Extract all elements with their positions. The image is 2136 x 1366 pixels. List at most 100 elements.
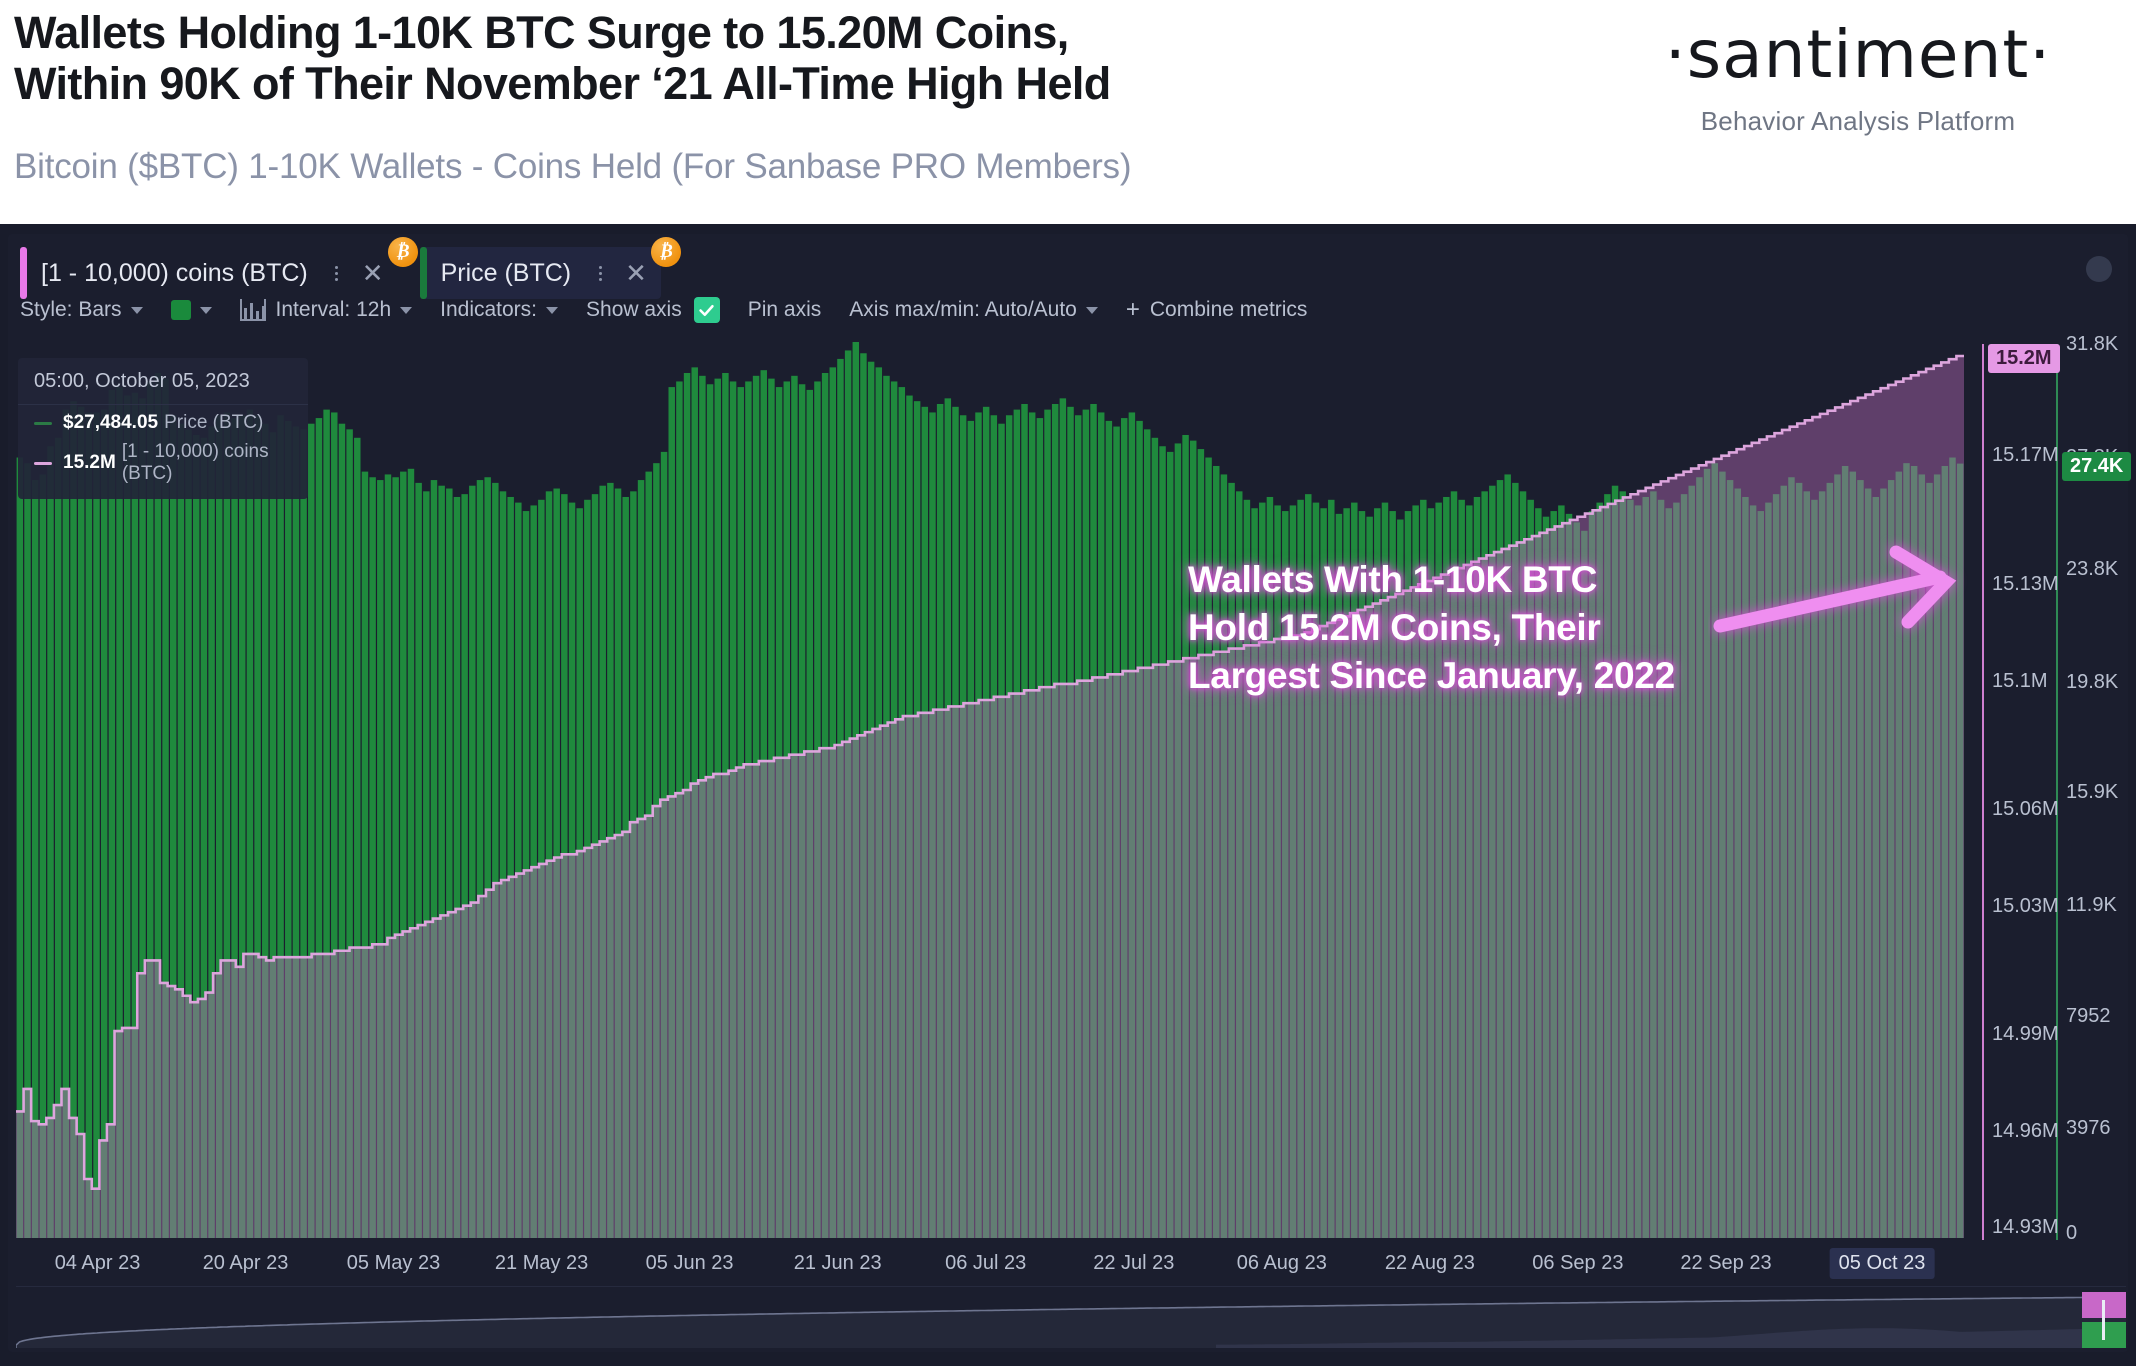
interval-dropdown[interactable]: Interval: 12h xyxy=(239,298,413,322)
pink-axis-tick: 15.13M xyxy=(1992,573,2059,595)
page-subtitle: Bitcoin ($BTC) 1-10K Wallets - Coins Hel… xyxy=(14,147,1132,186)
page-title-line2: Within 90K of Their November ‘21 All-Tim… xyxy=(14,57,1111,109)
kebab-menu-icon[interactable] xyxy=(326,265,348,281)
annotation-line1: Wallets With 1-10K BTC xyxy=(1188,559,1598,600)
brand-logo: ·santiment· Behavior Analysis Platform xyxy=(1598,22,2118,137)
show-axis-label: Show axis xyxy=(586,298,682,321)
interval-label: Interval: 12h xyxy=(275,298,392,321)
chart-annotation: Wallets With 1-10K BTC Hold 15.2M Coins,… xyxy=(1188,556,1675,700)
chevron-down-icon xyxy=(130,306,143,314)
tab-label-price: Price (BTC) xyxy=(440,258,572,287)
combine-metrics-button[interactable]: + Combine metrics xyxy=(1126,296,1308,324)
series-color-dash-pink xyxy=(34,461,52,465)
pink-current-value-badge: 15.2M xyxy=(1988,344,2060,373)
green-axis-tick: 7952 xyxy=(2066,1004,2111,1027)
green-axis-line xyxy=(2056,344,2058,1240)
tab-coins-btc[interactable]: [1 - 10,000) coins (BTC) ✕ ₿ xyxy=(20,237,418,299)
series-color-dash-green xyxy=(34,421,52,425)
style-dropdown-label: Style: Bars xyxy=(20,298,122,321)
x-axis-tick: 21 Jun 23 xyxy=(793,1252,882,1274)
green-axis-tick: 31.8K xyxy=(2066,333,2119,355)
x-axis-crosshair-label: 05 Oct 23 xyxy=(1829,1248,1935,1279)
tooltip-date: 05:00, October 05, 2023 xyxy=(18,358,308,405)
x-axis-tick: 05 Jun 23 xyxy=(645,1252,734,1274)
tab-label-coins: [1 - 10,000) coins (BTC) xyxy=(41,258,308,287)
indicators-dropdown[interactable]: Indicators: xyxy=(440,298,559,322)
axis-minmax-label: Axis max/min: Auto/Auto xyxy=(849,298,1077,321)
green-axis-tick: 3976 xyxy=(2066,1117,2111,1139)
x-axis-tick: 05 May 23 xyxy=(346,1252,441,1274)
pink-axis-tick: 15.06M xyxy=(1992,798,2059,821)
bars-icon xyxy=(239,299,266,321)
close-icon[interactable]: ✕ xyxy=(625,258,647,288)
plot-svg xyxy=(16,342,1964,1238)
range-minimap[interactable] xyxy=(15,1292,2127,1348)
x-axis-tick: 04 Apr 23 xyxy=(54,1252,141,1274)
chart-inner: [1 - 10,000) coins (BTC) ✕ ₿ Price (BTC)… xyxy=(8,234,2132,1352)
right-axes: 15.17M 15.13M 15.1M 15.06M 15.03M 14.99M 14.96… xyxy=(1964,234,2136,1352)
minimap-range-handle[interactable] xyxy=(2082,1292,2126,1348)
tooltip-row-price: $27,484.05 Price (BTC) xyxy=(18,405,308,434)
pink-axis-tick: 15.03M xyxy=(1992,894,2059,917)
indicators-label: Indicators: xyxy=(440,298,538,321)
green-axis-tick: 23.8K xyxy=(2066,558,2119,581)
tooltip-row-coins: 15.2M [1 - 10,000) coins (BTC) xyxy=(18,434,308,485)
annotation-arrow-icon xyxy=(1713,545,1957,633)
chart-tooltip: 05:00, October 05, 2023 $27,484.05 Price… xyxy=(18,358,308,499)
chart-toolbar: Style: Bars Interval: 12h Indicators: xyxy=(20,290,1335,330)
page-title: Wallets Holding 1-10K BTC Surge to 15.20… xyxy=(14,7,1614,110)
page-header: Wallets Holding 1-10K BTC Surge to 15.20… xyxy=(0,0,2136,224)
annotation-line2: Hold 15.2M Coins, Their xyxy=(1188,607,1601,649)
checkbox-checked-icon[interactable] xyxy=(693,297,720,323)
chart-panel: [1 - 10,000) coins (BTC) ✕ ₿ Price (BTC)… xyxy=(0,224,2136,1366)
chart-settings-button[interactable] xyxy=(2086,256,2112,282)
chevron-down-icon xyxy=(199,306,212,314)
plus-icon: + xyxy=(1125,296,1140,323)
x-axis-tick: 22 Jul 23 xyxy=(1093,1252,1175,1274)
coins-line-layer xyxy=(16,354,1964,1190)
pink-axis-tick: 14.96M xyxy=(1992,1119,2059,1142)
x-axis-tick: 20 Apr 23 xyxy=(202,1252,289,1274)
tab-price-btc[interactable]: Price (BTC) ✕ ₿ xyxy=(419,237,681,299)
chevron-down-icon xyxy=(546,306,559,314)
pink-axis-tick: 14.93M xyxy=(1992,1216,2059,1238)
kebab-menu-icon[interactable] xyxy=(589,265,611,281)
x-axis-tick: 06 Sep 23 xyxy=(1532,1252,1624,1274)
tooltip-price-value: $27,484.05 xyxy=(63,412,159,433)
green-axis-tick: 19.8K xyxy=(2066,671,2119,694)
bitcoin-icon: ₿ xyxy=(650,237,681,267)
pink-axis-tick: 14.99M xyxy=(1992,1023,2059,1046)
pin-axis-label: Pin axis xyxy=(747,298,822,321)
tooltip-coins-value: 15.2M xyxy=(63,452,116,473)
x-axis-tick: 22 Sep 23 xyxy=(1680,1252,1772,1274)
green-current-value-badge: 27.4K xyxy=(2062,451,2132,481)
plot-area[interactable] xyxy=(16,342,1964,1238)
x-axis-tick: 22 Aug 23 xyxy=(1384,1252,1475,1274)
axis-divider xyxy=(16,1286,2126,1287)
bitcoin-icon: ₿ xyxy=(387,237,418,267)
handle-grip xyxy=(2102,1300,2105,1340)
tooltip-coins-name: [1 - 10,000) coins (BTC) xyxy=(121,441,269,484)
close-icon[interactable]: ✕ xyxy=(361,258,384,288)
brand-name: ·santiment· xyxy=(1664,16,2052,93)
minimap-svg xyxy=(15,1296,2127,1348)
green-axis-tick: 15.9K xyxy=(2066,781,2119,803)
pink-axis-line xyxy=(1982,344,1984,1240)
axis-minmax-dropdown[interactable]: Axis max/min: Auto/Auto xyxy=(849,298,1098,322)
x-axis: 04 Apr 23 20 Apr 23 05 May 23 21 May 23 05 J… xyxy=(16,1246,1964,1286)
chevron-down-icon xyxy=(1085,306,1098,314)
price-bars-layer xyxy=(16,342,1964,1238)
color-swatch-icon xyxy=(170,300,191,320)
chevron-down-icon xyxy=(400,306,413,314)
tab-accent-pink xyxy=(20,247,27,299)
tooltip-price-name: Price (BTC) xyxy=(164,412,264,433)
pink-axis-tick: 15.1M xyxy=(1992,669,2048,692)
page-title-line1: Wallets Holding 1-10K BTC Surge to 15.20… xyxy=(14,7,1069,58)
color-dropdown[interactable] xyxy=(170,300,212,320)
green-axis-tick: 0 xyxy=(2066,1222,2078,1244)
x-axis-tick: 06 Aug 23 xyxy=(1236,1252,1327,1274)
green-axis-tick: 11.9K xyxy=(2066,893,2117,916)
pin-axis-button[interactable]: Pin axis xyxy=(748,298,822,322)
style-dropdown[interactable]: Style: Bars xyxy=(20,298,143,322)
show-axis-toggle[interactable]: Show axis xyxy=(586,297,720,323)
